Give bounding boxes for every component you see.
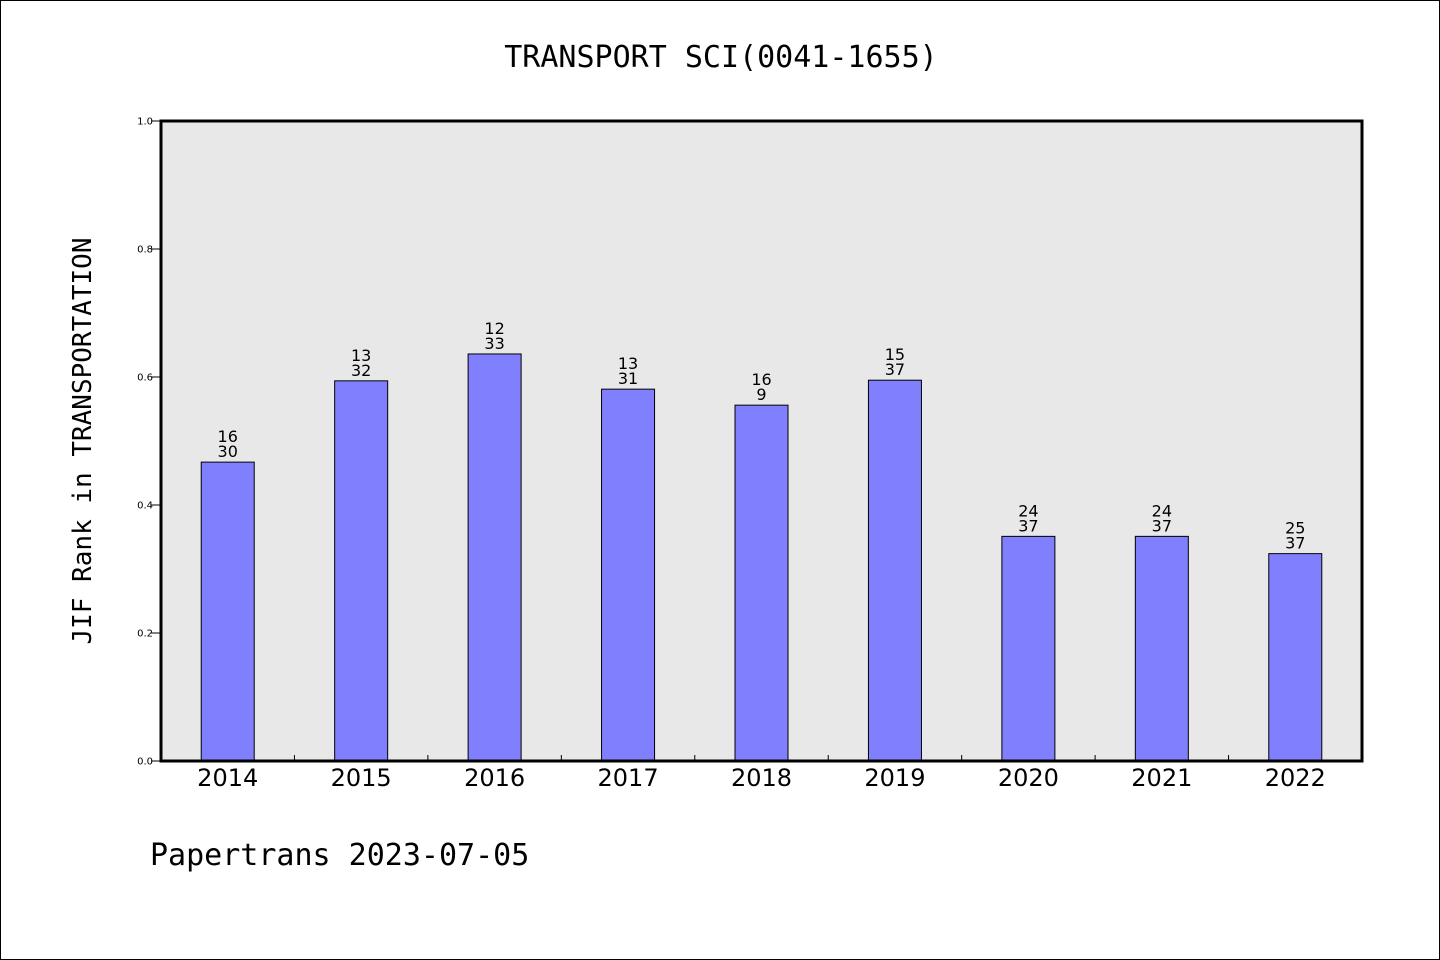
y-axis-ticks: 0.0 0.2 0.4 0.6 0.8 1.0 xyxy=(137,117,161,768)
x-tick-label: 2020 xyxy=(998,764,1059,792)
y-tick-label: 0.2 xyxy=(137,629,153,640)
x-tick-label: 2018 xyxy=(731,764,792,792)
chart-title: TRANSPORT SCI(0041-1655) xyxy=(504,40,937,75)
bar-label-rank: 16 xyxy=(218,427,238,446)
x-tick-label: 2017 xyxy=(598,764,659,792)
bar-label-total: 37 xyxy=(1285,534,1305,553)
y-tick-label: 0.8 xyxy=(137,245,153,256)
bar-label-rank: 13 xyxy=(351,346,371,365)
y-axis-label: JIF Rank in TRANSPORTATION xyxy=(68,238,98,645)
bar-2019 xyxy=(867,379,922,762)
bar-label-total: 31 xyxy=(618,369,638,388)
bar-label-total: 37 xyxy=(1018,516,1038,535)
plot-border xyxy=(159,119,1364,763)
bar-label-rank: 16 xyxy=(751,370,771,389)
y-tick-label: 0.4 xyxy=(137,501,153,512)
bar-label-total: 33 xyxy=(484,334,504,353)
bar-label-rank: 25 xyxy=(1285,519,1305,538)
x-tick-label: 2016 xyxy=(464,764,525,792)
bar-2014 xyxy=(200,461,255,762)
x-tick-label: 2021 xyxy=(1131,764,1192,792)
bar-label-rank: 12 xyxy=(484,319,504,338)
bar-2022 xyxy=(1268,553,1323,762)
bar-label-total: 30 xyxy=(218,442,238,461)
x-tick-label: 2022 xyxy=(1265,764,1326,792)
y-tick-label: 0.6 xyxy=(137,373,153,384)
bar-label-rank: 15 xyxy=(885,345,905,364)
x-axis-ticks: 2014 2015 2016 2017 2018 2019 2020 2021 2022 xyxy=(197,755,1326,792)
bar-2021 xyxy=(1134,535,1189,762)
y-tick-label: 1.0 xyxy=(137,117,153,128)
bar-label-total: 37 xyxy=(885,360,905,379)
bar-2016 xyxy=(467,353,522,762)
x-tick-label: 2014 xyxy=(197,764,258,792)
bar-2018 xyxy=(734,404,789,762)
bar-2020 xyxy=(1001,535,1056,762)
bar-label-total: 9 xyxy=(756,385,766,404)
bar-label-total: 37 xyxy=(1152,516,1172,535)
bar-label-rank: 24 xyxy=(1018,501,1038,520)
bar-label-total: 32 xyxy=(351,361,371,380)
x-tick-label: 2019 xyxy=(864,764,925,792)
footer-credit: Papertrans 2023-07-05 xyxy=(150,838,529,873)
y-tick-label: 0.0 xyxy=(137,757,153,768)
x-tick-label: 2015 xyxy=(331,764,392,792)
bar-2015 xyxy=(334,380,389,762)
bar-label-rank: 24 xyxy=(1152,501,1172,520)
bar-label-rank: 13 xyxy=(618,354,638,373)
bar-2017 xyxy=(601,388,656,762)
